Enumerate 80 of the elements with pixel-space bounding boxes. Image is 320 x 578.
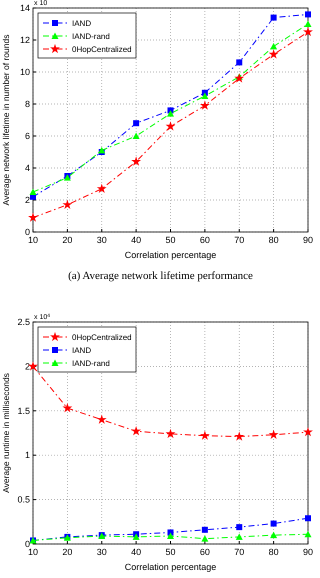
point bbox=[270, 520, 277, 527]
y-tick-label: 2.5 bbox=[17, 317, 30, 327]
y-axis-title: Average runtime in milliseconds bbox=[1, 373, 11, 493]
point bbox=[62, 200, 72, 209]
legend-label: IAND bbox=[72, 19, 92, 28]
y-tick-label: 2 bbox=[24, 195, 30, 205]
legend-label: IAND-rand bbox=[72, 32, 110, 41]
y-axis-title: Average network lifetime in number of rounds bbox=[1, 34, 11, 206]
point bbox=[201, 92, 208, 99]
x-tick-label: 20 bbox=[62, 547, 72, 557]
point bbox=[201, 535, 208, 542]
x-tick-label: 80 bbox=[268, 547, 279, 557]
y-tick-label: 14 bbox=[20, 3, 30, 13]
x-tick-label: 60 bbox=[200, 235, 210, 245]
point bbox=[236, 533, 243, 540]
y-tick-label: 2 bbox=[24, 361, 30, 372]
x-tick-label: 90 bbox=[302, 547, 314, 557]
point bbox=[62, 402, 72, 412]
y-tick-label: 1.5 bbox=[17, 406, 30, 416]
point bbox=[98, 146, 106, 154]
legend-label: 0HopCentralized bbox=[72, 45, 132, 54]
x-tick-label: 80 bbox=[268, 235, 279, 245]
y-tick-label: 12 bbox=[20, 35, 30, 45]
y-tick-label: 1 bbox=[24, 450, 30, 460]
y-tick-label: 10 bbox=[20, 67, 30, 77]
point bbox=[303, 426, 313, 436]
point bbox=[303, 26, 313, 36]
point bbox=[133, 120, 140, 126]
point bbox=[236, 59, 242, 66]
point bbox=[270, 42, 278, 50]
point bbox=[132, 533, 140, 540]
point bbox=[305, 11, 311, 18]
x-tick-label: 90 bbox=[302, 235, 314, 245]
x-tick-label: 50 bbox=[165, 547, 176, 557]
y-tick-label: 4 bbox=[24, 163, 30, 173]
x-tick-label: 30 bbox=[96, 547, 107, 557]
point bbox=[234, 73, 244, 83]
point bbox=[28, 361, 38, 371]
x-tick-label: 60 bbox=[200, 547, 210, 557]
y-tick-label: 8 bbox=[24, 99, 30, 109]
x-tick-label: 40 bbox=[131, 235, 142, 245]
x-tick-label: 70 bbox=[234, 235, 244, 245]
point bbox=[202, 526, 208, 533]
point bbox=[132, 132, 140, 139]
x-tick-label: 30 bbox=[96, 235, 107, 245]
point bbox=[200, 430, 210, 440]
point bbox=[96, 184, 107, 193]
y-tick-label: 0.5 bbox=[17, 494, 30, 505]
point bbox=[166, 428, 176, 438]
point bbox=[234, 431, 244, 441]
x-axis-title: Correlation percentage bbox=[124, 562, 216, 572]
point bbox=[236, 524, 242, 530]
x-axis-title: Correlation percentage bbox=[124, 250, 216, 260]
x-tick-label: 20 bbox=[62, 235, 72, 245]
x-tick-label: 50 bbox=[165, 235, 176, 245]
point bbox=[167, 532, 174, 540]
point bbox=[268, 430, 279, 439]
x-tick-label: 70 bbox=[234, 547, 244, 557]
point bbox=[304, 20, 312, 27]
point bbox=[305, 515, 311, 522]
point bbox=[304, 530, 312, 538]
point bbox=[166, 121, 176, 131]
point bbox=[167, 110, 174, 117]
point bbox=[28, 212, 38, 222]
legend-label: 0HopCentralized bbox=[72, 333, 132, 342]
point bbox=[131, 426, 142, 436]
point bbox=[131, 156, 142, 166]
point bbox=[268, 49, 279, 59]
text: (a) Average network lifetime performance bbox=[68, 270, 254, 282]
point bbox=[270, 532, 278, 538]
y-tick-label: 0 bbox=[24, 227, 30, 237]
point bbox=[30, 188, 36, 195]
legend-label: IAND-rand bbox=[72, 359, 110, 368]
point bbox=[200, 100, 210, 110]
y-tick-label: 0 bbox=[24, 539, 30, 549]
y-tick-label: 6 bbox=[24, 131, 30, 141]
legend-label: IAND bbox=[72, 346, 92, 355]
point bbox=[270, 14, 277, 21]
x-tick-label: 40 bbox=[131, 547, 142, 557]
point bbox=[96, 414, 107, 424]
